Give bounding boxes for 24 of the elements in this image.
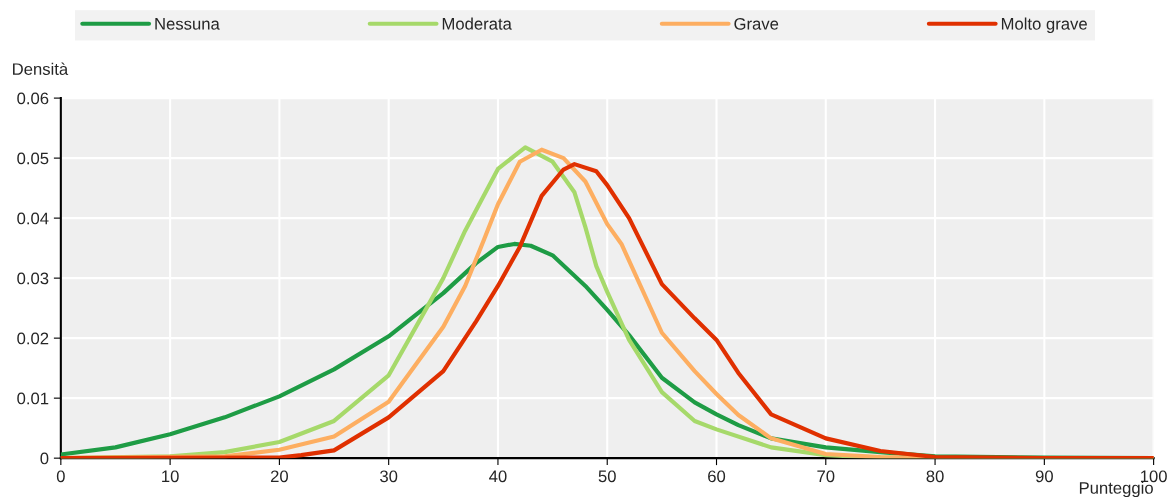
y-tick-label: 0.05	[17, 152, 49, 165]
x-tick-label: 100	[1140, 470, 1167, 483]
legend-label: Moderata	[442, 17, 512, 30]
x-tick-label: 30	[380, 470, 398, 483]
x-tick-label: 70	[817, 470, 835, 483]
x-tick-label: 10	[162, 470, 179, 483]
x-tick-label: 20	[270, 470, 289, 483]
legend-label: Grave	[734, 17, 779, 30]
y-tick-label: 0.06	[17, 92, 49, 105]
x-tick-label: 60	[708, 470, 726, 483]
legend-label: Molto grave	[1001, 17, 1087, 34]
x-tick-label: 50	[598, 470, 616, 483]
legend-label: Nessuna	[155, 18, 220, 30]
y-tick-label: 0.04	[17, 212, 49, 225]
y-tick-label: 0.01	[17, 392, 49, 405]
x-tick-label: 0	[56, 470, 65, 483]
y-tick-label: 0	[40, 452, 49, 465]
y-tick-label: 0.03	[17, 272, 49, 285]
y-tick-label: 0.02	[17, 332, 49, 345]
y-axis-title: Densità	[13, 62, 69, 76]
x-tick-label: 90	[1035, 470, 1053, 483]
x-tick-label: 80	[926, 470, 944, 483]
x-axis-title: Punteggio	[1079, 481, 1153, 498]
x-tick-label: 40	[489, 470, 507, 483]
